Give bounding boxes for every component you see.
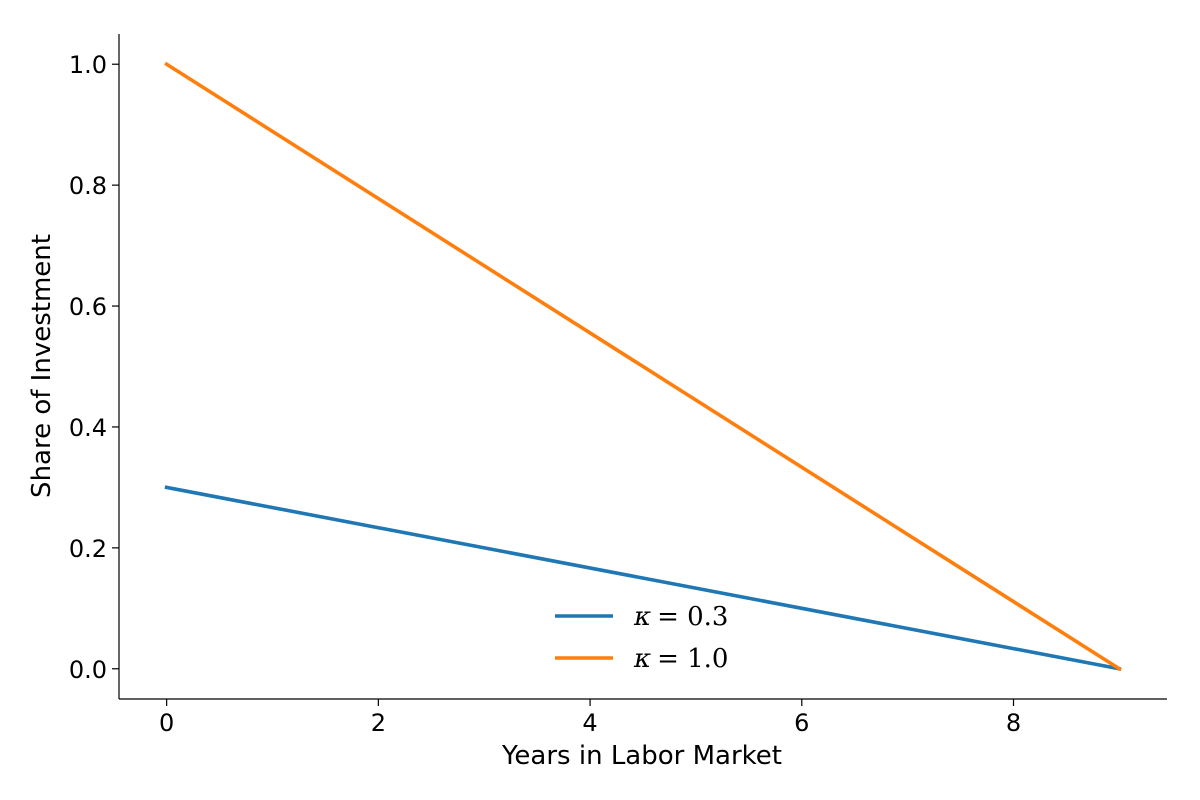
legend: κ = 0.3κ = 1.0 xyxy=(555,602,728,674)
legend-value: = 1.0 xyxy=(657,644,728,674)
series-layer xyxy=(164,61,1122,672)
x-tick-label: 8 xyxy=(1006,709,1021,737)
x-tick-label: 0 xyxy=(159,709,174,737)
y-axis-label: Share of Investment xyxy=(27,234,57,498)
series-line-1 xyxy=(164,61,1122,672)
x-tick-label: 6 xyxy=(794,709,809,737)
x-tick-label: 4 xyxy=(582,709,597,737)
legend-value: = 0.3 xyxy=(657,602,728,632)
y-tick-label: 0.8 xyxy=(69,172,107,200)
legend-symbol: κ xyxy=(633,644,651,674)
x-axis-label: Years in Labor Market xyxy=(501,741,782,771)
y-tick-label: 0.6 xyxy=(69,293,107,321)
x-tick-label: 2 xyxy=(371,709,386,737)
legend-label-1: κ = 1.0 xyxy=(633,644,728,674)
series-line-0 xyxy=(164,485,1122,671)
y-tick-label: 0.2 xyxy=(69,535,107,563)
legend-symbol: κ xyxy=(633,602,651,632)
y-tick-label: 1.0 xyxy=(69,51,107,79)
y-tick-label: 0.0 xyxy=(69,656,107,684)
y-tick-label: 0.4 xyxy=(69,414,107,442)
x-axis-ticks: 0 2 4 6 8 xyxy=(159,699,1021,737)
y-axis-ticks: 0.0 0.2 0.4 0.6 0.8 1.0 xyxy=(69,51,119,684)
legend-label-0: κ = 0.3 xyxy=(633,602,728,632)
